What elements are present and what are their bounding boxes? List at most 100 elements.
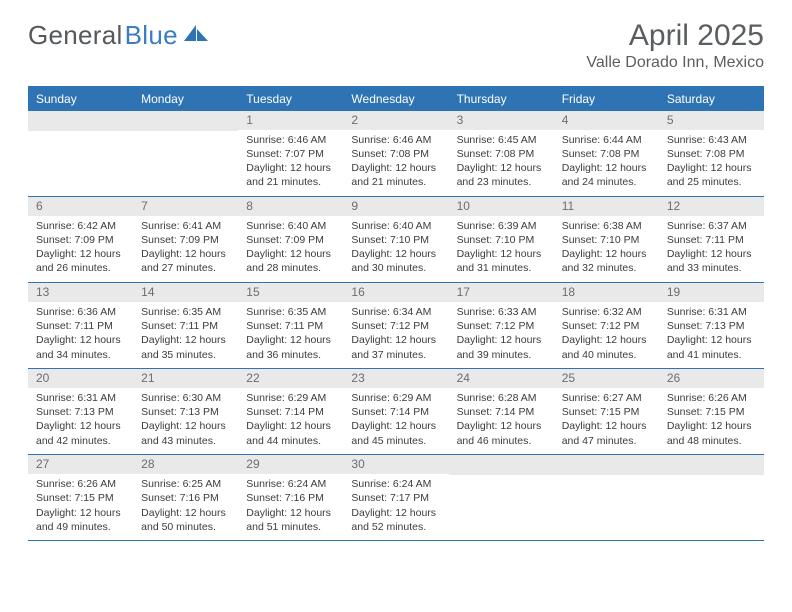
day-number: 2 xyxy=(343,111,448,130)
daylight-line-2: and 28 minutes. xyxy=(246,261,335,275)
daylight-line-2: and 45 minutes. xyxy=(351,434,440,448)
day-number xyxy=(133,111,238,131)
sunset-line: Sunset: 7:11 PM xyxy=(667,233,756,247)
daylight-line-1: Daylight: 12 hours xyxy=(351,161,440,175)
sunrise-line: Sunrise: 6:30 AM xyxy=(141,391,230,405)
day-details: Sunrise: 6:29 AMSunset: 7:14 PMDaylight:… xyxy=(343,388,448,448)
sunset-line: Sunset: 7:10 PM xyxy=(562,233,651,247)
day-details: Sunrise: 6:42 AMSunset: 7:09 PMDaylight:… xyxy=(28,216,133,276)
day-details: Sunrise: 6:25 AMSunset: 7:16 PMDaylight:… xyxy=(133,474,238,534)
daylight-line-1: Daylight: 12 hours xyxy=(246,333,335,347)
daylight-line-2: and 52 minutes. xyxy=(351,520,440,534)
day-details: Sunrise: 6:36 AMSunset: 7:11 PMDaylight:… xyxy=(28,302,133,362)
weekday-header: Saturday xyxy=(659,88,764,111)
sunset-line: Sunset: 7:12 PM xyxy=(351,319,440,333)
daylight-line-2: and 50 minutes. xyxy=(141,520,230,534)
day-cell: 27Sunrise: 6:26 AMSunset: 7:15 PMDayligh… xyxy=(28,455,133,540)
sunset-line: Sunset: 7:10 PM xyxy=(457,233,546,247)
daylight-line-1: Daylight: 12 hours xyxy=(457,247,546,261)
daylight-line-1: Daylight: 12 hours xyxy=(562,333,651,347)
weekday-header: Tuesday xyxy=(238,88,343,111)
sunrise-line: Sunrise: 6:31 AM xyxy=(667,305,756,319)
sunrise-line: Sunrise: 6:40 AM xyxy=(246,219,335,233)
day-cell: 26Sunrise: 6:26 AMSunset: 7:15 PMDayligh… xyxy=(659,369,764,454)
sunset-line: Sunset: 7:08 PM xyxy=(457,147,546,161)
day-number: 9 xyxy=(343,197,448,216)
sunrise-line: Sunrise: 6:37 AM xyxy=(667,219,756,233)
daylight-line-1: Daylight: 12 hours xyxy=(667,247,756,261)
weekday-header: Wednesday xyxy=(343,88,448,111)
day-details: Sunrise: 6:33 AMSunset: 7:12 PMDaylight:… xyxy=(449,302,554,362)
day-cell: 19Sunrise: 6:31 AMSunset: 7:13 PMDayligh… xyxy=(659,283,764,368)
day-number: 14 xyxy=(133,283,238,302)
sunset-line: Sunset: 7:08 PM xyxy=(667,147,756,161)
day-details: Sunrise: 6:38 AMSunset: 7:10 PMDaylight:… xyxy=(554,216,659,276)
day-number: 30 xyxy=(343,455,448,474)
daylight-line-1: Daylight: 12 hours xyxy=(246,419,335,433)
daylight-line-2: and 51 minutes. xyxy=(246,520,335,534)
daylight-line-1: Daylight: 12 hours xyxy=(141,419,230,433)
sunrise-line: Sunrise: 6:36 AM xyxy=(36,305,125,319)
day-cell: 13Sunrise: 6:36 AMSunset: 7:11 PMDayligh… xyxy=(28,283,133,368)
sunrise-line: Sunrise: 6:41 AM xyxy=(141,219,230,233)
daylight-line-1: Daylight: 12 hours xyxy=(457,333,546,347)
sunrise-line: Sunrise: 6:24 AM xyxy=(351,477,440,491)
sunrise-line: Sunrise: 6:32 AM xyxy=(562,305,651,319)
daylight-line-1: Daylight: 12 hours xyxy=(141,247,230,261)
daylight-line-1: Daylight: 12 hours xyxy=(351,333,440,347)
sunset-line: Sunset: 7:07 PM xyxy=(246,147,335,161)
sunset-line: Sunset: 7:08 PM xyxy=(351,147,440,161)
daylight-line-1: Daylight: 12 hours xyxy=(36,506,125,520)
empty-day-cell xyxy=(554,455,659,540)
daylight-line-2: and 24 minutes. xyxy=(562,175,651,189)
sunset-line: Sunset: 7:14 PM xyxy=(457,405,546,419)
day-cell: 18Sunrise: 6:32 AMSunset: 7:12 PMDayligh… xyxy=(554,283,659,368)
sunrise-line: Sunrise: 6:46 AM xyxy=(246,133,335,147)
day-number xyxy=(554,455,659,475)
daylight-line-2: and 47 minutes. xyxy=(562,434,651,448)
daylight-line-1: Daylight: 12 hours xyxy=(351,419,440,433)
daylight-line-1: Daylight: 12 hours xyxy=(667,161,756,175)
sunset-line: Sunset: 7:09 PM xyxy=(246,233,335,247)
title-block: April 2025 Valle Dorado Inn, Mexico xyxy=(586,20,764,72)
daylight-line-2: and 44 minutes. xyxy=(246,434,335,448)
sunset-line: Sunset: 7:15 PM xyxy=(667,405,756,419)
day-number: 8 xyxy=(238,197,343,216)
day-number: 29 xyxy=(238,455,343,474)
day-cell: 22Sunrise: 6:29 AMSunset: 7:14 PMDayligh… xyxy=(238,369,343,454)
calendar-week-row: 13Sunrise: 6:36 AMSunset: 7:11 PMDayligh… xyxy=(28,283,764,369)
day-number: 17 xyxy=(449,283,554,302)
daylight-line-2: and 39 minutes. xyxy=(457,348,546,362)
daylight-line-2: and 21 minutes. xyxy=(246,175,335,189)
day-details: Sunrise: 6:39 AMSunset: 7:10 PMDaylight:… xyxy=(449,216,554,276)
sunset-line: Sunset: 7:11 PM xyxy=(141,319,230,333)
daylight-line-1: Daylight: 12 hours xyxy=(36,419,125,433)
daylight-line-2: and 30 minutes. xyxy=(351,261,440,275)
day-cell: 21Sunrise: 6:30 AMSunset: 7:13 PMDayligh… xyxy=(133,369,238,454)
weekday-header: Friday xyxy=(554,88,659,111)
day-details: Sunrise: 6:46 AMSunset: 7:08 PMDaylight:… xyxy=(343,130,448,190)
day-cell: 23Sunrise: 6:29 AMSunset: 7:14 PMDayligh… xyxy=(343,369,448,454)
day-details: Sunrise: 6:31 AMSunset: 7:13 PMDaylight:… xyxy=(28,388,133,448)
location-subtitle: Valle Dorado Inn, Mexico xyxy=(586,54,764,72)
day-details: Sunrise: 6:30 AMSunset: 7:13 PMDaylight:… xyxy=(133,388,238,448)
day-cell: 5Sunrise: 6:43 AMSunset: 7:08 PMDaylight… xyxy=(659,111,764,196)
sunrise-line: Sunrise: 6:34 AM xyxy=(351,305,440,319)
sunset-line: Sunset: 7:09 PM xyxy=(141,233,230,247)
brand-logo: GeneralBlue xyxy=(28,20,210,51)
sunrise-line: Sunrise: 6:35 AM xyxy=(246,305,335,319)
day-number: 13 xyxy=(28,283,133,302)
day-cell: 14Sunrise: 6:35 AMSunset: 7:11 PMDayligh… xyxy=(133,283,238,368)
sunset-line: Sunset: 7:17 PM xyxy=(351,491,440,505)
sunset-line: Sunset: 7:09 PM xyxy=(36,233,125,247)
day-number: 26 xyxy=(659,369,764,388)
day-details: Sunrise: 6:34 AMSunset: 7:12 PMDaylight:… xyxy=(343,302,448,362)
sunset-line: Sunset: 7:13 PM xyxy=(141,405,230,419)
daylight-line-2: and 33 minutes. xyxy=(667,261,756,275)
day-cell: 25Sunrise: 6:27 AMSunset: 7:15 PMDayligh… xyxy=(554,369,659,454)
day-cell: 4Sunrise: 6:44 AMSunset: 7:08 PMDaylight… xyxy=(554,111,659,196)
day-details: Sunrise: 6:32 AMSunset: 7:12 PMDaylight:… xyxy=(554,302,659,362)
day-cell: 7Sunrise: 6:41 AMSunset: 7:09 PMDaylight… xyxy=(133,197,238,282)
day-cell: 24Sunrise: 6:28 AMSunset: 7:14 PMDayligh… xyxy=(449,369,554,454)
day-details: Sunrise: 6:37 AMSunset: 7:11 PMDaylight:… xyxy=(659,216,764,276)
